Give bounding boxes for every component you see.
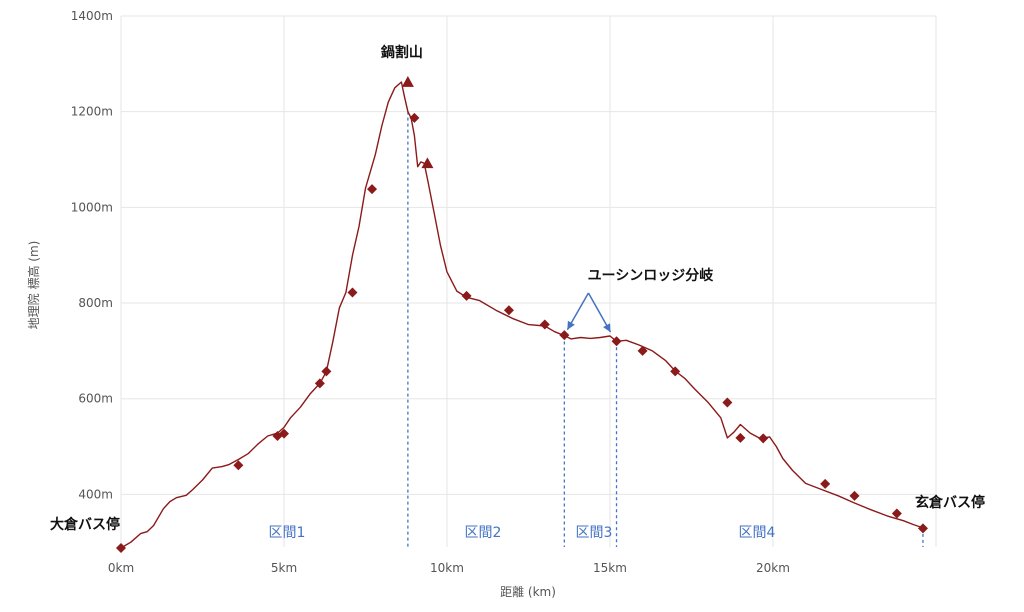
- diamond-marker: [735, 432, 746, 443]
- diamond-marker: [279, 428, 289, 439]
- elevation-profile-layer: [120, 81, 924, 549]
- section-label-1: 区間1: [269, 525, 306, 541]
- section-label-2: 区間2: [465, 525, 502, 541]
- y-tick-label: 800m: [78, 296, 113, 310]
- annotation-yushin-lodge-junction: ユーシンロッジ分岐: [588, 267, 715, 284]
- grid-layer: [120, 15, 937, 547]
- diamond-marker: [116, 542, 126, 553]
- diamond-marker: [849, 490, 860, 501]
- diamond-marker: [917, 523, 928, 534]
- y-axis-title: 地理院 標高 (m): [26, 241, 41, 330]
- triangle-marker: [421, 157, 434, 169]
- x-tick-label: 10km: [430, 561, 464, 575]
- y-tick-label: 1400m: [71, 9, 113, 23]
- diamond-marker: [347, 287, 358, 298]
- section-label-3: 区間3: [576, 525, 613, 541]
- y-tick-label: 1000m: [71, 200, 113, 214]
- diamond-marker: [722, 397, 733, 408]
- diamond-marker: [670, 366, 681, 377]
- x-tick-label: 0km: [108, 561, 134, 575]
- y-tick-label: 400m: [78, 487, 113, 501]
- annotation-okura-bus-stop: 大倉バス停: [50, 516, 120, 533]
- tick-label-layer: 400m 600m 800m 1000m 1200m 1400m 0km 5km 10km 15k…: [71, 9, 790, 575]
- diamond-marker: [758, 433, 769, 444]
- junction-arrow-left-head: [567, 320, 575, 330]
- diamond-marker: [891, 508, 902, 519]
- diamond-marker: [409, 112, 420, 123]
- diamond-marker: [233, 460, 244, 471]
- marker-layer: [116, 76, 928, 553]
- x-tick-label: 15km: [593, 561, 627, 575]
- diamond-marker: [367, 184, 378, 195]
- diamond-marker: [637, 345, 648, 356]
- diamond-marker: [503, 305, 514, 316]
- x-tick-label: 20km: [756, 561, 790, 575]
- section-label-4: 区間4: [739, 525, 776, 541]
- annotation-nabewariyama: 鍋割山: [381, 44, 423, 61]
- y-tick-label: 600m: [78, 392, 113, 406]
- y-tick-label: 1200m: [71, 105, 113, 119]
- junction-arrow-right-head: [603, 323, 611, 333]
- diamond-marker: [321, 366, 332, 377]
- x-tick-label: 5km: [271, 561, 297, 575]
- section-divider-layer: [407, 111, 924, 547]
- diamond-marker: [820, 478, 831, 489]
- annotation-kurokura-bus-stop: 玄倉バス停: [915, 494, 985, 511]
- x-axis-title: 距離 (km): [500, 585, 556, 599]
- triangle-marker: [401, 76, 414, 87]
- diamond-marker: [559, 330, 570, 341]
- diamond-marker: [314, 378, 325, 389]
- diamond-marker: [539, 319, 550, 330]
- diamond-marker: [611, 336, 622, 347]
- diamond-marker: [461, 290, 472, 301]
- elevation-profile-line: [120, 81, 924, 549]
